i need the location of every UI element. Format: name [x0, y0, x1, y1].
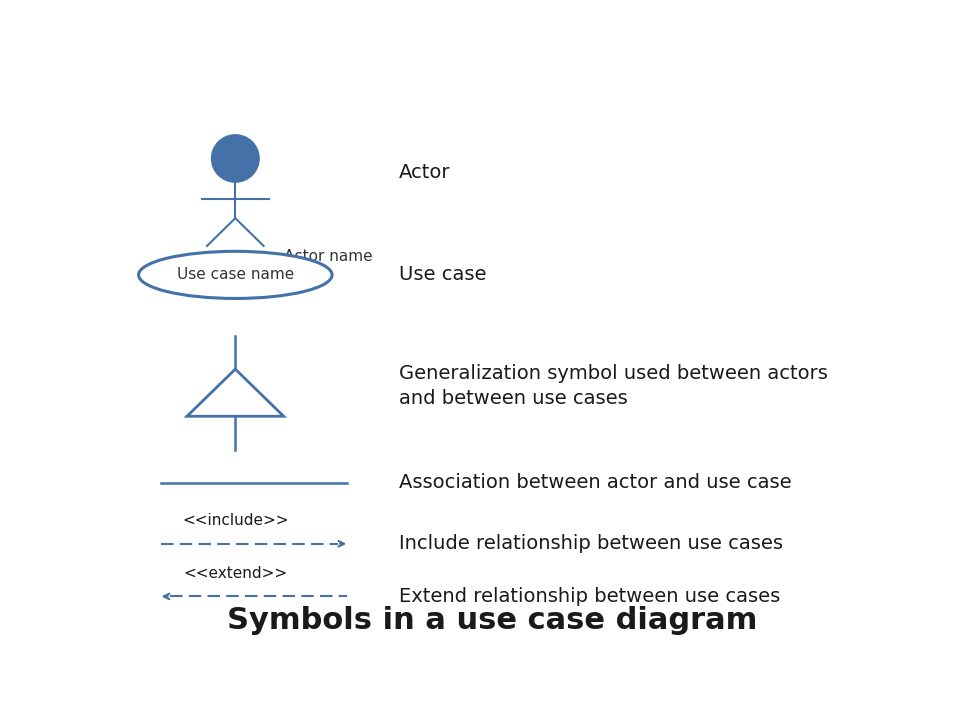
Text: Actor name: Actor name: [284, 248, 372, 264]
Text: Use case name: Use case name: [177, 267, 294, 282]
Polygon shape: [187, 369, 284, 416]
Text: Generalization symbol used between actors
and between use cases: Generalization symbol used between actor…: [399, 364, 828, 408]
Text: <<include>>: <<include>>: [182, 513, 289, 528]
Text: Include relationship between use cases: Include relationship between use cases: [399, 534, 783, 553]
Ellipse shape: [211, 135, 259, 182]
Text: Extend relationship between use cases: Extend relationship between use cases: [399, 587, 780, 606]
Text: Actor: Actor: [399, 163, 450, 182]
Text: <<extend>>: <<extend>>: [183, 566, 287, 581]
Text: Use case: Use case: [399, 266, 487, 284]
Text: Symbols in a use case diagram: Symbols in a use case diagram: [227, 606, 757, 635]
Ellipse shape: [138, 251, 332, 299]
Text: Association between actor and use case: Association between actor and use case: [399, 473, 792, 492]
